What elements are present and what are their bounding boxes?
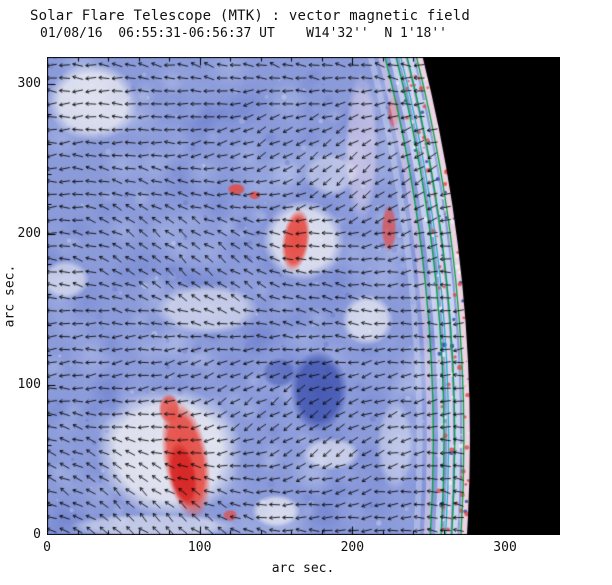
magnetogram-plot-canvas xyxy=(47,57,560,535)
y-axis-label: arc sec. xyxy=(2,264,18,328)
x-tick-label: 300 xyxy=(493,540,517,555)
y-tick-label: 300 xyxy=(17,76,41,92)
x-tick-label: 200 xyxy=(340,540,365,555)
figure-subtitle: 01/08/16 06:55:31-06:56:37 UT W14'32'' N… xyxy=(40,26,447,41)
y-tick-label: 100 xyxy=(17,376,41,392)
y-tick-label: 0 xyxy=(33,527,41,542)
x-tick-label: 100 xyxy=(187,540,212,555)
x-tick-label: 0 xyxy=(43,540,51,555)
y-tick-label: 200 xyxy=(17,226,41,242)
figure-title: Solar Flare Telescope (MTK) : vector mag… xyxy=(30,8,471,24)
x-axis-label: arc sec. xyxy=(271,561,335,576)
